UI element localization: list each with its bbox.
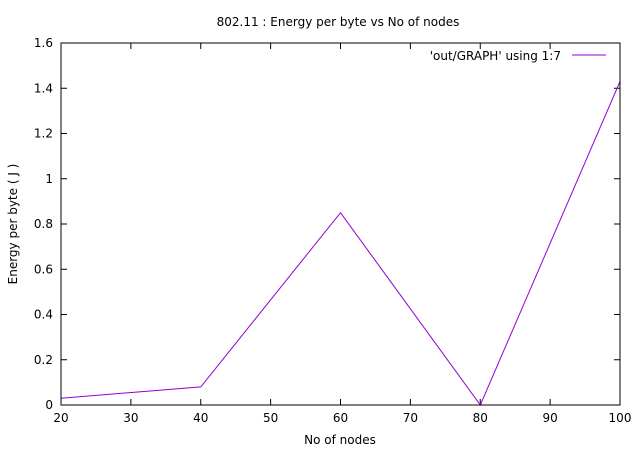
x-tick-label: 90 [542, 411, 557, 425]
x-axis-label: No of nodes [304, 433, 376, 447]
x-tick-label: 40 [193, 411, 208, 425]
y-tick-label: 1.4 [34, 81, 53, 95]
tick-layer: 20 30 40 50 60 70 80 90 100 0 0.2 0.4 0.6 0.8 1 1.2 1.4 1… [34, 36, 632, 425]
y-tick-label: 1 [45, 172, 53, 186]
x-tick-label: 100 [609, 411, 632, 425]
x-tick-label: 80 [473, 411, 488, 425]
legend: 'out/GRAPH' using 1:7 [430, 49, 606, 63]
series-layer [60, 81, 621, 407]
x-tick-label: 30 [123, 411, 138, 425]
legend-label: 'out/GRAPH' using 1:7 [430, 49, 561, 63]
plot-frame [60, 42, 621, 406]
x-tick-label: 20 [53, 411, 68, 425]
x-tick-label: 70 [403, 411, 418, 425]
y-tick-label: 0 [45, 398, 53, 412]
x-tick-label: 50 [263, 411, 278, 425]
y-tick-label: 0.4 [34, 308, 53, 322]
series-line [60, 81, 621, 407]
y-tick-label: 0.6 [34, 262, 53, 276]
chart-title: 802.11 : Energy per byte vs No of nodes [217, 15, 460, 29]
x-tick-label: 60 [333, 411, 348, 425]
y-axis-label: Energy per byte ( J ) [6, 164, 20, 285]
y-tick-label: 0.8 [34, 217, 53, 231]
y-tick-label: 1.6 [34, 36, 53, 50]
y-tick-label: 0.2 [34, 353, 53, 367]
y-tick-label: 1.2 [34, 127, 53, 141]
